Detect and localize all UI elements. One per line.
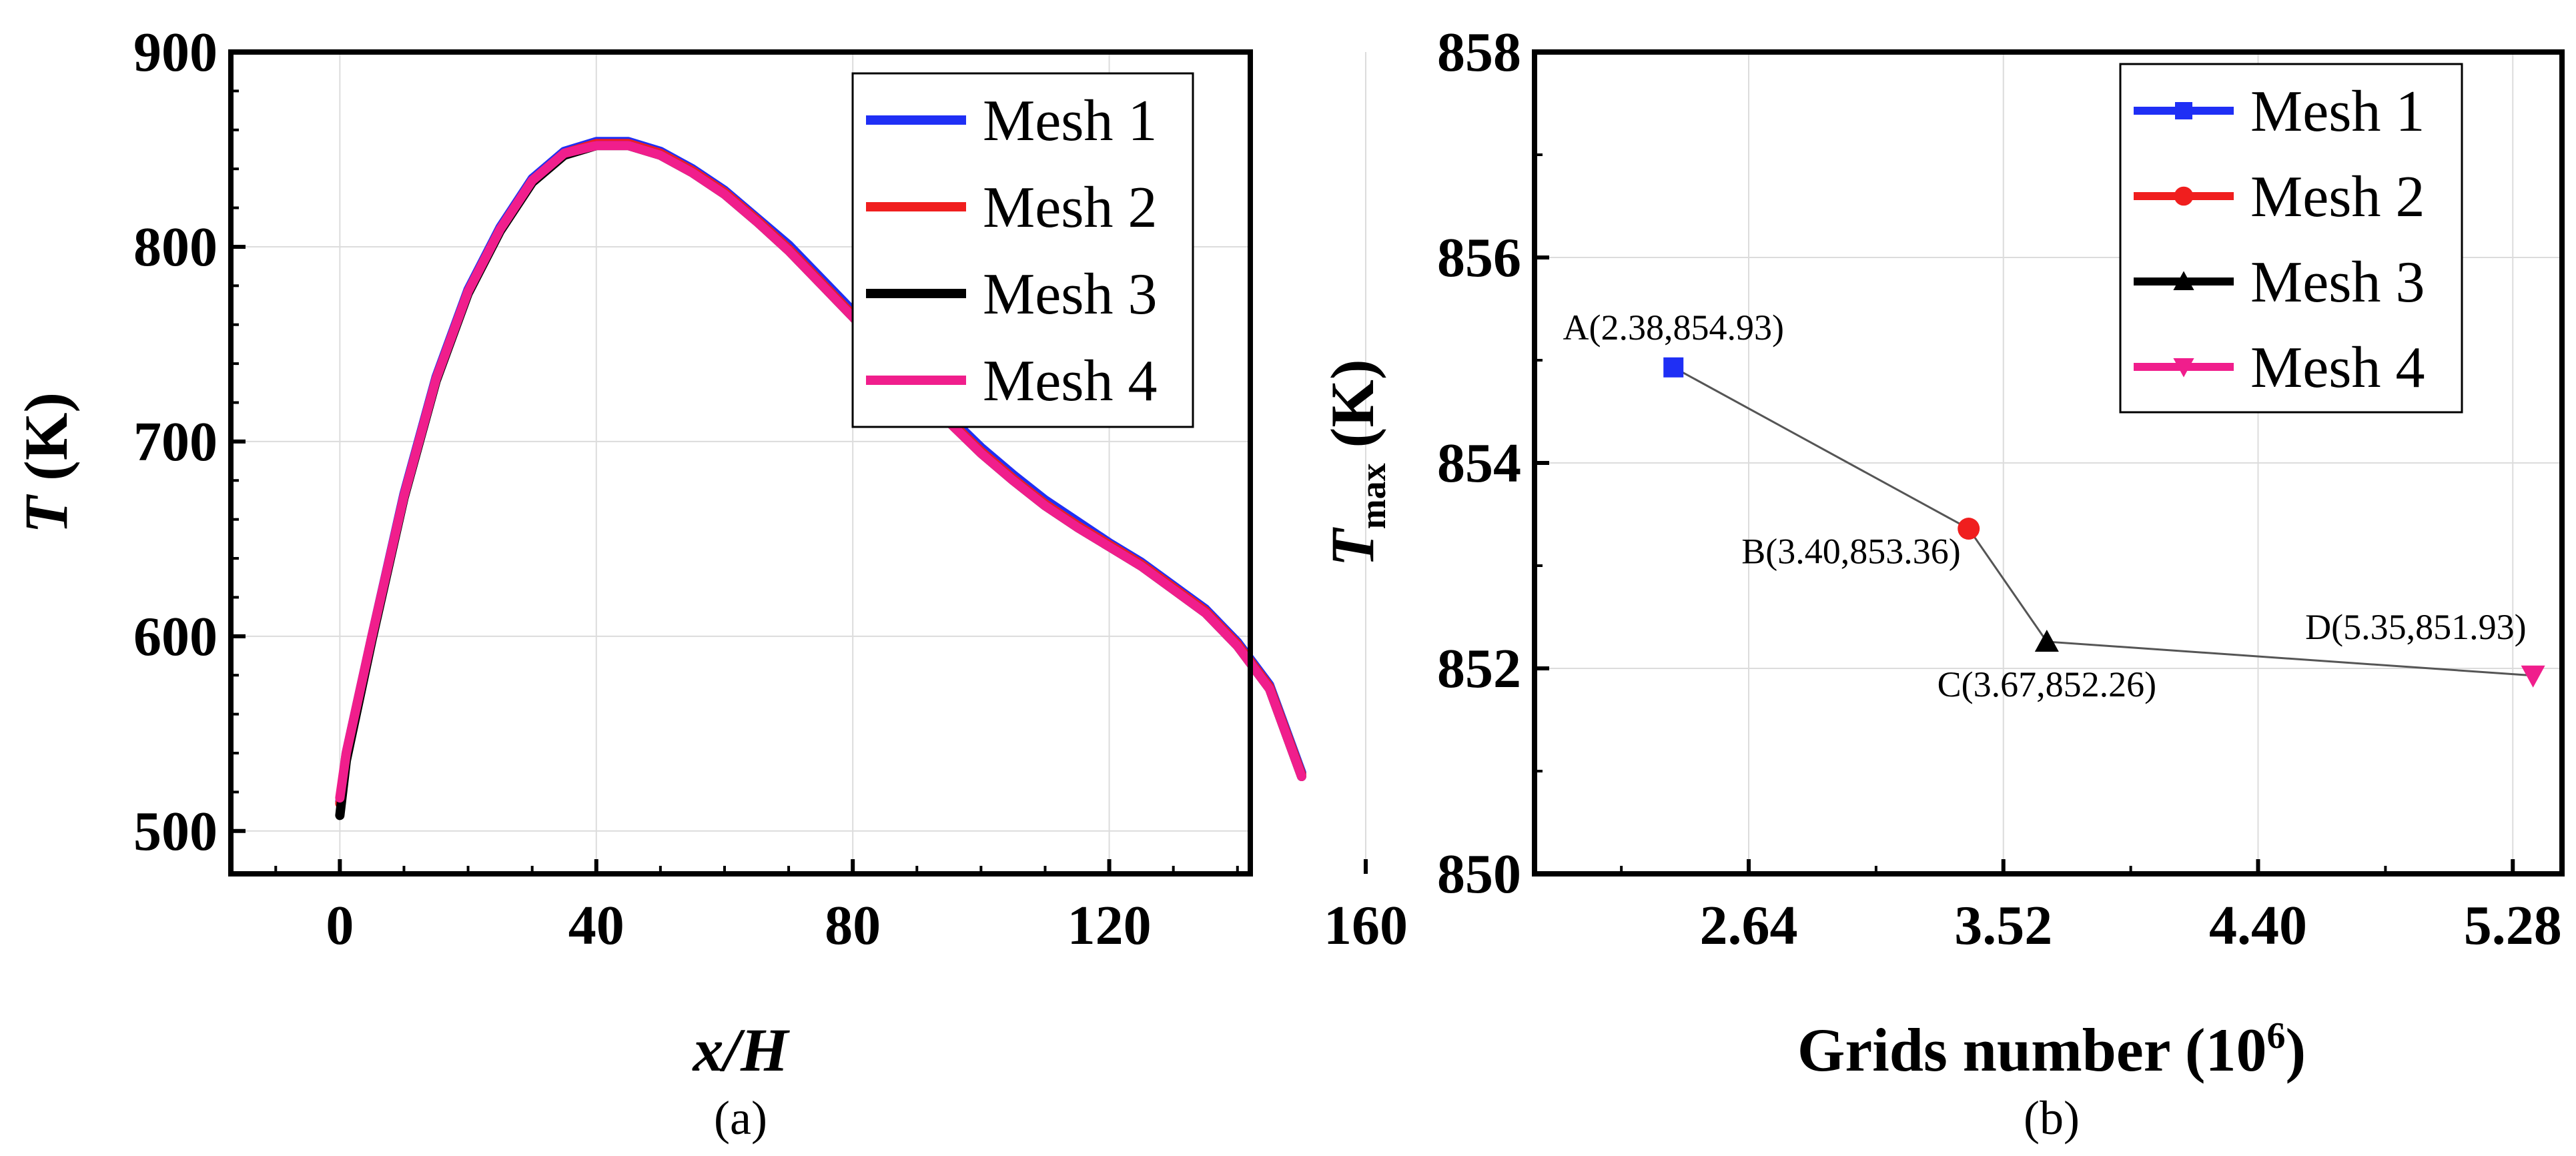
panel-a-x-tick-label-1: 40 xyxy=(568,895,624,957)
panel-b-x-tick-label-3: 5.28 xyxy=(2464,895,2562,957)
panel-b-point-3 xyxy=(2034,629,2059,652)
panel-a-x-tick-label-4: 160 xyxy=(1324,895,1408,957)
panel-a-y-tick-label-4: 900 xyxy=(133,21,218,83)
panel-a-x-tick-label-2: 80 xyxy=(825,895,881,957)
panel-b-scatter-chart: A(2.38,854.93) B(3.40,853.36) C(3.67,852.2… xyxy=(1318,21,2565,1145)
panel-a-series-line-4 xyxy=(335,141,1306,803)
panel-b-legend-label-1: Mesh 1 xyxy=(2250,79,2425,144)
panel-b-y-tick-label-2: 854 xyxy=(1437,432,1521,494)
panel-b-y-tick-label-0: 850 xyxy=(1437,843,1521,905)
panel-b-point-label-2: B(3.40,853.36) xyxy=(1741,532,1960,572)
panel-b-legend-marker-1 xyxy=(2175,102,2192,119)
panel-a-frame xyxy=(228,49,1253,877)
panel-a-y-tick-label-0: 500 xyxy=(133,800,218,862)
panel-a-y-tick-label-1: 600 xyxy=(133,606,218,668)
panel-a-legend: Mesh 1 Mesh 2 Mesh 3 Mesh 4 xyxy=(851,72,1194,428)
panel-a-legend-label-2: Mesh 2 xyxy=(983,175,1158,240)
panel-b-legend-label-4: Mesh 4 xyxy=(2250,336,2425,400)
panel-b-points: A(2.38,854.93) B(3.40,853.36) C(3.67,852.2… xyxy=(1563,308,2545,704)
panel-b-connecting-line xyxy=(1673,366,2533,677)
panel-a-x-tick-label-3: 120 xyxy=(1067,895,1152,957)
panel-b-point-label-3: C(3.67,852.26) xyxy=(1938,664,2156,704)
panel-a-grid xyxy=(231,51,1366,874)
panel-b-y-tick-label-4: 858 xyxy=(1437,21,1521,83)
panel-a-caption: (a) xyxy=(714,1091,767,1145)
panel-b-point-1 xyxy=(1663,357,1684,378)
panel-b-legend-label-3: Mesh 3 xyxy=(2250,250,2425,315)
panel-b-legend-box xyxy=(2119,63,2463,414)
panel-a-legend-label-3: Mesh 3 xyxy=(983,262,1158,327)
panel-b-y-tick-label-3: 856 xyxy=(1437,227,1521,289)
panel-b-ticks: 2.64 3.52 4.40 5.28 850 852 854 856 858 xyxy=(1437,21,2562,957)
panel-b-point-label-1: A(2.38,854.93) xyxy=(1563,308,1783,348)
panel-b-x-tick-label-2: 4.40 xyxy=(2209,895,2307,957)
panel-a-y-tick-label-3: 800 xyxy=(133,216,218,278)
panel-b-point-label-4: D(5.35,851.93) xyxy=(2305,607,2526,647)
panel-b-point-2 xyxy=(1958,518,1980,540)
panel-a-legend-label-4: Mesh 4 xyxy=(983,349,1158,414)
panel-a-y-axis-title: T (K) xyxy=(12,392,80,534)
panel-b-point-4 xyxy=(2521,665,2545,688)
panel-b-y-axis-title: Tmax (K) xyxy=(1318,359,1393,566)
panel-a-x-tick-label-0: 0 xyxy=(326,895,354,957)
panel-b-legend: Mesh 1 Mesh 2 Mesh 3 Mesh 4 xyxy=(2119,63,2463,414)
panel-b-x-tick-label-0: 2.64 xyxy=(1700,895,1798,957)
panel-b-y-tick-label-1: 852 xyxy=(1437,638,1521,700)
panel-a-legend-label-1: Mesh 1 xyxy=(983,89,1158,153)
panel-b-caption: (b) xyxy=(2024,1091,2080,1145)
panel-b-x-axis-title: Grids number (106) xyxy=(1797,1015,2306,1084)
panel-a-ticks: 0 40 80 120 160 500 600 700 800 900 xyxy=(133,21,1408,957)
panel-b-legend-marker-2 xyxy=(2174,186,2194,206)
panel-a-x-axis-title: x/H xyxy=(691,1016,790,1084)
panel-a-legend-box xyxy=(851,72,1194,428)
panel-b-legend-marker-4 xyxy=(2173,358,2194,378)
panel-b-x-tick-label-1: 3.52 xyxy=(1954,895,2052,957)
panel-a-series-lines xyxy=(335,137,1306,820)
panel-a-y-tick-label-2: 700 xyxy=(133,411,218,473)
panel-b-legend-marker-3 xyxy=(2173,271,2194,290)
panel-b-legend-label-2: Mesh 2 xyxy=(2250,165,2425,229)
